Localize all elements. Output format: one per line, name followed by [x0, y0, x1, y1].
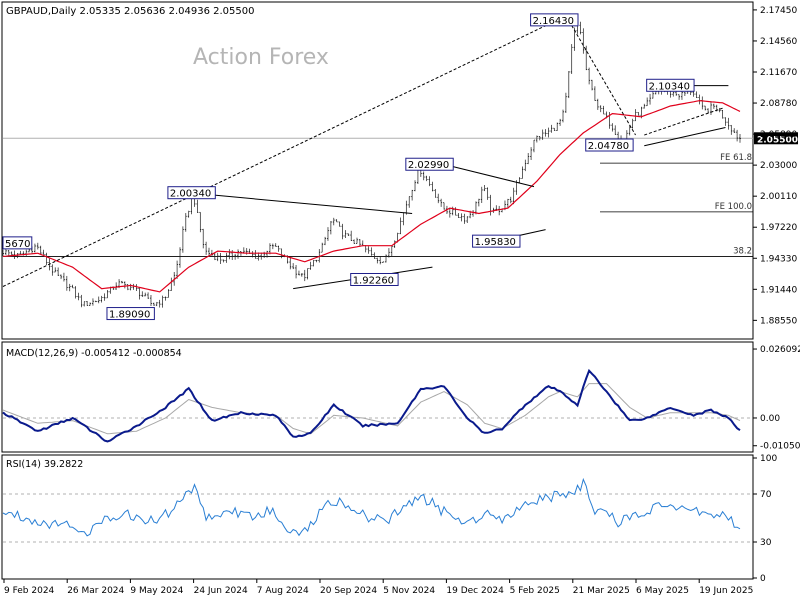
price-label-box [106, 307, 155, 321]
price-label: 2.04780 [588, 141, 629, 152]
triangle-upper-line [191, 192, 413, 214]
rsi-y-tick-label: 70 [760, 490, 772, 500]
price-label: 1.89090 [109, 310, 150, 321]
price-y-axis: 2.17450 2.14560 2.11670 2.08780 2.05890 2.030… [753, 6, 797, 326]
x-tick-label: 19 Jun 2025 [699, 586, 753, 596]
price-label-box [405, 157, 454, 171]
macd-y-tick-label: 0.00 [760, 414, 780, 424]
x-axis: 9 Feb 2024 26 Mar 2024 9 May 2024 24 Jun 20… [3, 579, 753, 596]
rsi-y-tick-label: 30 [760, 538, 772, 548]
symbol-header: GBPAUD,Daily 2.05335 2.05636 2.04936 2.0… [6, 6, 254, 17]
price-label: 1.95830 [475, 237, 516, 248]
macd-y-tick-label: -0.010509 [760, 442, 800, 452]
macd-y-tick-label: 0.026092 [760, 345, 800, 355]
x-tick-label: 5 Nov 2024 [383, 586, 435, 596]
price-label-box [472, 234, 521, 248]
price-label: 2.16430 [533, 16, 574, 27]
price-y-tick-label: 1.97220 [760, 223, 797, 233]
price-y-tick-label: 2.14560 [760, 37, 797, 47]
wedge-upper-line [446, 164, 535, 188]
rsi-y-tick-label: 0 [760, 574, 766, 584]
rsi-header: RSI(14) 39.2822 [6, 459, 83, 470]
decline-dashed-line [571, 25, 636, 136]
moving-average-line [2, 100, 741, 293]
price-y-tick-label: 2.17450 [760, 6, 797, 16]
x-tick-label: 9 May 2024 [130, 586, 183, 596]
x-tick-label: 5 Feb 2025 [510, 586, 560, 596]
fib-level-label: 38.2 [733, 246, 752, 256]
price-y-tick-label: 2.05890 [760, 130, 797, 140]
macd-header: MACD(12,26,9) -0.005412 -0.000854 [6, 348, 182, 359]
current-price-label: 2.05500 [757, 135, 798, 145]
price-y-tick-label: 2.11670 [760, 68, 797, 78]
x-tick-label: 6 May 2025 [636, 586, 689, 596]
macd-layer: 0.026092 0.00 -0.010509 [2, 345, 800, 452]
price-label-box [2, 236, 33, 250]
price-label: 2.00340 [170, 189, 211, 200]
x-tick-label: 26 Mar 2024 [67, 586, 124, 596]
long-term-dashed-trendline [2, 19, 558, 287]
x-tick-label: 7 Aug 2024 [257, 586, 309, 596]
rsi-y-tick-label: 100 [760, 454, 777, 464]
price-labels-layer: 5670 1.89090 2.00340 1.92260 2.02990 1.95830 2… [2, 13, 695, 321]
candles-layer [2, 21, 741, 308]
macd-line [2, 368, 741, 443]
rsi-layer: 100 70 30 0 [2, 454, 777, 584]
price-y-tick-label: 1.94330 [760, 254, 797, 264]
x-tick-label: 19 Dec 2024 [446, 586, 504, 596]
fib-level-label: FE 100.0 [715, 202, 752, 212]
flag-lower-line [644, 127, 726, 147]
price-label-box [167, 186, 216, 200]
current-price-badge [754, 132, 798, 145]
price-label: 2.10340 [649, 81, 690, 92]
fib-level-label: FE 61.8 [720, 153, 752, 163]
rsi-panel-frame [1, 454, 754, 580]
price-y-tick-label: 1.91440 [760, 285, 797, 295]
price-panel-frame [1, 1, 754, 340]
price-y-tick-label: 2.03000 [760, 161, 797, 171]
x-tick-label: 21 Mar 2025 [573, 586, 630, 596]
price-label-box [646, 78, 695, 92]
price-label-box [350, 272, 399, 286]
price-label: 2.02990 [408, 160, 449, 171]
price-y-tick-label: 2.08780 [760, 99, 797, 109]
price-label: 1.92260 [353, 275, 394, 286]
x-tick-label: 9 Feb 2024 [4, 586, 55, 596]
price-label-box [585, 138, 634, 152]
x-tick-label: 20 Sep 2024 [320, 586, 377, 596]
price-label: 5670 [5, 239, 30, 250]
price-label-box [530, 13, 579, 27]
price-grid: 2.05500 FE 61.8 FE 100.0 38.2 [3, 132, 798, 257]
watermark: Action Forex [193, 45, 329, 70]
price-y-tick-label: 1.88550 [760, 316, 797, 326]
x-tick-label: 24 Jun 2024 [194, 586, 248, 596]
flag-dashed-line [644, 107, 723, 136]
price-y-tick-label: 2.00110 [760, 192, 797, 202]
macd-panel-frame [1, 341, 754, 453]
rsi-line [2, 477, 741, 537]
